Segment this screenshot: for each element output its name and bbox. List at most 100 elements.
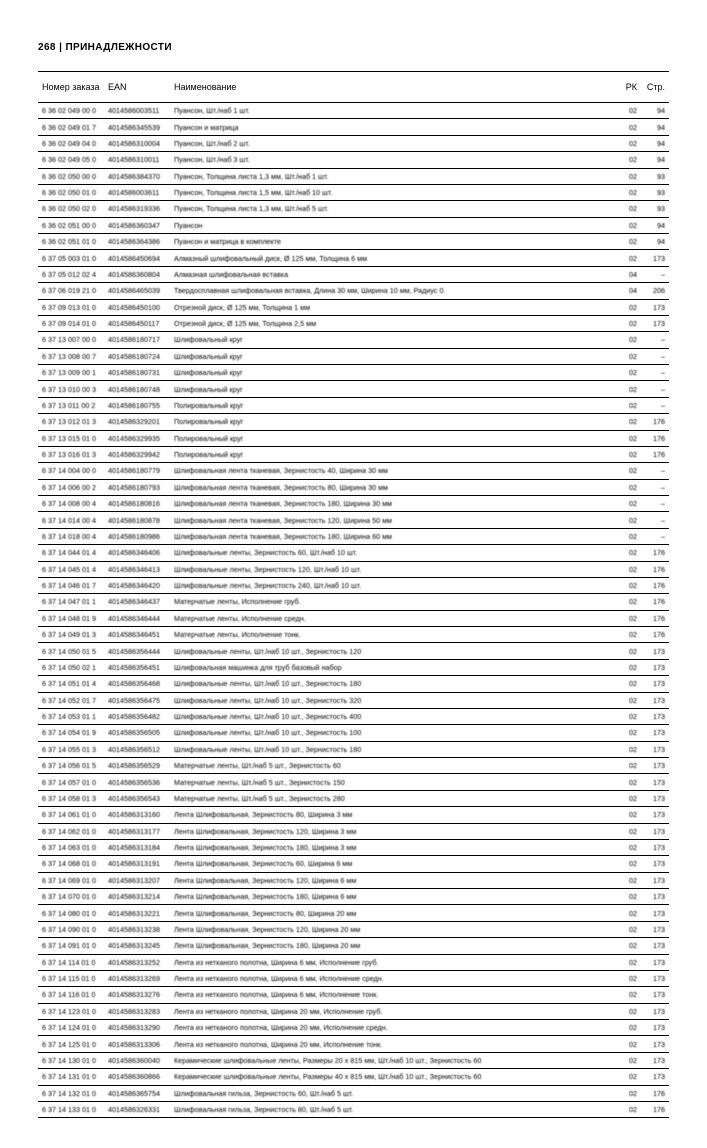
cell-order: 6 37 09 013 01 0 <box>38 299 104 315</box>
cell-rk: 04 <box>619 266 641 282</box>
table-row: 6 37 14 054 01 94014586356505Шлифовальны… <box>38 725 669 741</box>
cell-pg: 176 <box>641 446 669 462</box>
cell-pg: 94 <box>641 119 669 135</box>
cell-ean: 4014586003511 <box>104 103 170 119</box>
cell-ean: 4014586180793 <box>104 479 170 495</box>
cell-rk: 02 <box>619 430 641 446</box>
cell-order: 6 36 02 049 01 7 <box>38 119 104 135</box>
cell-pg: – <box>641 365 669 381</box>
cell-rk: 02 <box>619 397 641 413</box>
cell-pg: 173 <box>641 643 669 659</box>
cell-pg: 176 <box>641 545 669 561</box>
cell-name: Матерчатые ленты, Шт./наб 5 шт., Зернист… <box>170 790 619 806</box>
cell-name: Лента Шлифовальная, Зернистость 180, Шир… <box>170 839 619 855</box>
cell-pg: 173 <box>641 692 669 708</box>
cell-name: Керамические шлифовальные ленты, Размеры… <box>170 1069 619 1085</box>
table-row: 6 37 14 068 01 04014586313191Лента Шлифо… <box>38 856 669 872</box>
cell-rk: 02 <box>619 315 641 331</box>
cell-pg: 173 <box>641 856 669 872</box>
cell-order: 6 37 13 011 00 2 <box>38 397 104 413</box>
table-row: 6 36 02 049 04 04014586310004Пуансон, Шт… <box>38 135 669 151</box>
cell-rk: 02 <box>619 201 641 217</box>
cell-ean: 4014586319336 <box>104 201 170 217</box>
cell-pg: 173 <box>641 921 669 937</box>
cell-rk: 02 <box>619 479 641 495</box>
cell-name: Лента Шлифовальная, Зернистость 60, Шири… <box>170 856 619 872</box>
cell-name: Полировальный круг <box>170 430 619 446</box>
cell-order: 6 37 14 050 01 5 <box>38 643 104 659</box>
cell-order: 6 37 14 053 01 1 <box>38 708 104 724</box>
cell-name: Шлифовальная машинка для труб базовый на… <box>170 659 619 675</box>
cell-ean: 4014586356451 <box>104 659 170 675</box>
table-header-row: Номер заказа EAN Наименование РК Стр. <box>38 72 669 103</box>
cell-name: Шлифовальные ленты, Шт./наб 10 шт., Зерн… <box>170 676 619 692</box>
cell-order: 6 37 14 124 01 0 <box>38 1020 104 1036</box>
table-row: 6 37 13 010 00 34014586180748Шлифовальны… <box>38 381 669 397</box>
cell-ean: 4014586346413 <box>104 561 170 577</box>
cell-ean: 4014586450117 <box>104 315 170 331</box>
cell-pg: 93 <box>641 168 669 184</box>
cell-order: 6 37 14 063 01 0 <box>38 839 104 855</box>
cell-pg: – <box>641 528 669 544</box>
table-row: 6 37 05 012 02 44014586360804Алмазная шл… <box>38 266 669 282</box>
cell-ean: 4014586329201 <box>104 414 170 430</box>
cell-order: 6 37 14 008 00 4 <box>38 496 104 512</box>
cell-order: 6 37 14 047 01 1 <box>38 594 104 610</box>
cell-order: 6 37 14 116 01 0 <box>38 987 104 1003</box>
cell-rk: 02 <box>619 676 641 692</box>
page-header: 268 | ПРИНАДЛЕЖНОСТИ <box>38 42 669 53</box>
cell-rk: 02 <box>619 970 641 986</box>
cell-ean: 4014586313290 <box>104 1020 170 1036</box>
cell-order: 6 37 14 069 01 0 <box>38 872 104 888</box>
cell-name: Шлифовальная лента тканевая, Зернистость… <box>170 496 619 512</box>
cell-ean: 4014586313207 <box>104 872 170 888</box>
cell-rk: 02 <box>619 774 641 790</box>
cell-name: Пуансон, Шт./наб 1 шт. <box>170 103 619 119</box>
table-row: 6 37 14 070 01 04014586313214Лента Шлифо… <box>38 889 669 905</box>
cell-ean: 4014586465039 <box>104 283 170 299</box>
table-row: 6 37 14 047 01 14014586346437Матерчатые … <box>38 594 669 610</box>
cell-name: Матерчатые ленты, Шт./наб 5 шт., Зернист… <box>170 758 619 774</box>
cell-rk: 02 <box>619 152 641 168</box>
cell-rk: 02 <box>619 889 641 905</box>
cell-order: 6 36 02 050 00 0 <box>38 168 104 184</box>
cell-order: 6 37 14 058 01 3 <box>38 790 104 806</box>
cell-rk: 02 <box>619 1052 641 1068</box>
cell-pg: 176 <box>641 430 669 446</box>
cell-name: Шлифовальный круг <box>170 348 619 364</box>
cell-rk: 02 <box>619 217 641 233</box>
cell-order: 6 36 02 051 00 0 <box>38 217 104 233</box>
cell-rk: 02 <box>619 872 641 888</box>
table-row: 6 37 14 069 01 04014586313207Лента Шлифо… <box>38 872 669 888</box>
cell-order: 6 37 14 130 01 0 <box>38 1052 104 1068</box>
cell-pg: 173 <box>641 741 669 757</box>
cell-name: Лента из нетканого полотна, Ширина 6 мм,… <box>170 970 619 986</box>
cell-order: 6 37 14 062 01 0 <box>38 823 104 839</box>
cell-rk: 02 <box>619 135 641 151</box>
cell-pg: 173 <box>641 905 669 921</box>
cell-order: 6 37 14 051 01 4 <box>38 676 104 692</box>
cell-pg: 176 <box>641 577 669 593</box>
cell-ean: 4014586356468 <box>104 676 170 692</box>
cell-name: Лента из нетканого полотна, Ширина 6 мм,… <box>170 987 619 1003</box>
cell-pg: 173 <box>641 1036 669 1052</box>
table-body: 6 36 02 049 00 04014586003511Пуансон, Шт… <box>38 103 669 1118</box>
cell-ean: 4014586180755 <box>104 397 170 413</box>
cell-rk: 02 <box>619 103 641 119</box>
cell-ean: 4014586329942 <box>104 446 170 462</box>
cell-name: Шлифовальный круг <box>170 381 619 397</box>
col-header-name: Наименование <box>170 72 619 103</box>
cell-pg: 173 <box>641 839 669 855</box>
cell-name: Отрезной диск, Ø 125 мм, Толщина 1 мм <box>170 299 619 315</box>
table-row: 6 37 14 046 01 74014586346420Шлифовальны… <box>38 577 669 593</box>
cell-pg: 176 <box>641 627 669 643</box>
cell-ean: 4014586356505 <box>104 725 170 741</box>
cell-pg: 173 <box>641 823 669 839</box>
cell-name: Пуансон, Шт./наб 2 шт. <box>170 135 619 151</box>
cell-name: Пуансон и матрица в комплекте <box>170 234 619 250</box>
cell-name: Шлифовальные ленты, Шт./наб 10 шт., Зерн… <box>170 708 619 724</box>
cell-order: 6 36 02 049 04 0 <box>38 135 104 151</box>
cell-name: Пуансон, Шт./наб 3 шт. <box>170 152 619 168</box>
table-row: 6 37 14 062 01 04014586313177Лента Шлифо… <box>38 823 669 839</box>
cell-pg: 173 <box>641 970 669 986</box>
